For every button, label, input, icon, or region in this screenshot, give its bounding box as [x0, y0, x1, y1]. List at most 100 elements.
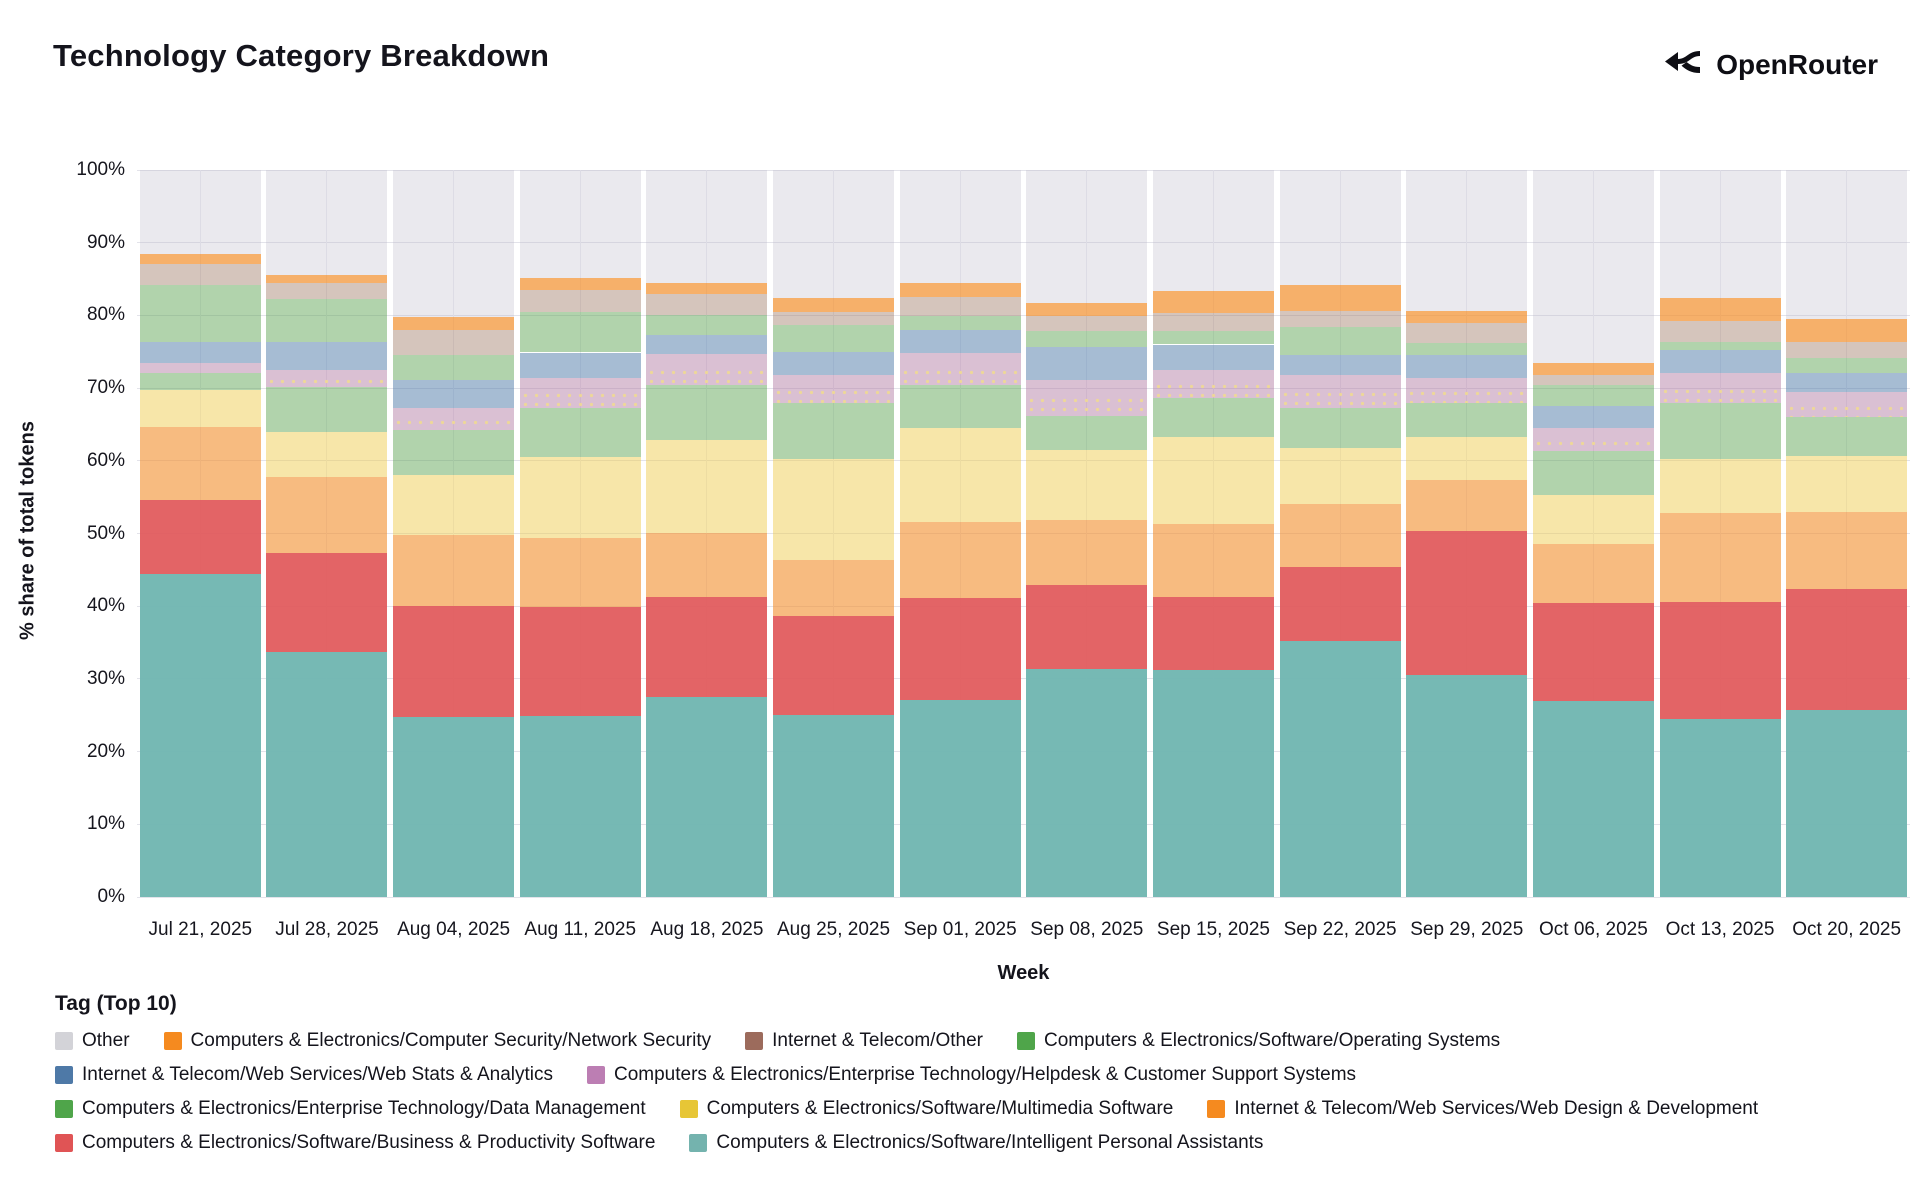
bar-column-Jul-21-2025[interactable]	[139, 170, 261, 897]
bar-segment-netsec[interactable]	[899, 282, 1021, 297]
bar-segment-webstats[interactable]	[519, 352, 641, 378]
brand-logo[interactable]: OpenRouter	[1660, 40, 1878, 89]
bar-column-Jul-28-2025[interactable]	[266, 170, 388, 897]
bar-segment-multimedia[interactable]	[1659, 458, 1781, 514]
bar-segment-multimedia[interactable]	[519, 457, 641, 538]
bar-segment-bizprod[interactable]	[139, 500, 261, 574]
bar-segment-multimedia[interactable]	[1279, 448, 1401, 505]
bar-segment-ipa[interactable]	[1786, 710, 1908, 897]
bar-segment-datamgmt[interactable]	[519, 407, 641, 458]
bar-segment-multimedia[interactable]	[1026, 449, 1148, 521]
bar-segment-datamgmt[interactable]	[1786, 417, 1908, 457]
legend-item-webstats[interactable]: Internet & Telecom/Web Services/Web Stat…	[55, 1064, 553, 1086]
bar-segment-other[interactable]	[646, 170, 768, 283]
bar-segment-datamgmt[interactable]	[646, 385, 768, 440]
bar-segment-os[interactable]	[1406, 343, 1528, 355]
bar-segment-webstats[interactable]	[393, 380, 515, 408]
bar-segment-webdesign[interactable]	[1659, 513, 1781, 602]
bar-segment-multimedia[interactable]	[1786, 456, 1908, 512]
bar-segment-os[interactable]	[393, 354, 515, 381]
bar-segment-datamgmt[interactable]	[393, 429, 515, 475]
bar-segment-helpdesk[interactable]	[646, 353, 768, 386]
bar-segment-webdesign[interactable]	[773, 559, 895, 617]
bar-segment-itother[interactable]	[1532, 375, 1654, 386]
bar-segment-os[interactable]	[773, 324, 895, 352]
bar-segment-webdesign[interactable]	[393, 534, 515, 607]
legend-item-multimedia[interactable]: Computers & Electronics/Software/Multime…	[679, 1098, 1173, 1120]
bar-segment-webdesign[interactable]	[1279, 504, 1401, 567]
bar-segment-multimedia[interactable]	[1532, 494, 1654, 545]
bar-segment-os[interactable]	[899, 316, 1021, 330]
bar-segment-webstats[interactable]	[773, 351, 895, 376]
bar-segment-netsec[interactable]	[1406, 311, 1528, 323]
bar-segment-helpdesk[interactable]	[1406, 377, 1528, 404]
bar-column-Oct-06-2025[interactable]	[1532, 170, 1654, 897]
bar-segment-ipa[interactable]	[1152, 670, 1274, 897]
bar-segment-other[interactable]	[393, 170, 515, 317]
bar-segment-multimedia[interactable]	[899, 428, 1021, 522]
bar-segment-netsec[interactable]	[1659, 297, 1781, 322]
bar-segment-os[interactable]	[266, 299, 388, 342]
bar-column-Sep-08-2025[interactable]	[1026, 170, 1148, 897]
bar-segment-helpdesk[interactable]	[519, 377, 641, 408]
legend-item-os[interactable]: Computers & Electronics/Software/Operati…	[1016, 1030, 1500, 1052]
bar-segment-other[interactable]	[1532, 170, 1654, 364]
bar-segment-webstats[interactable]	[1406, 354, 1528, 378]
bar-segment-other[interactable]	[1026, 170, 1148, 304]
legend-item-ipa[interactable]: Computers & Electronics/Software/Intelli…	[689, 1132, 1263, 1154]
bar-segment-ipa[interactable]	[519, 715, 641, 897]
legend-item-datamgmt[interactable]: Computers & Electronics/Enterprise Techn…	[55, 1098, 646, 1120]
bar-segment-webdesign[interactable]	[646, 532, 768, 597]
bar-column-Aug-25-2025[interactable]	[773, 170, 895, 897]
bar-segment-multimedia[interactable]	[393, 474, 515, 535]
bar-segment-itother[interactable]	[266, 282, 388, 300]
bar-segment-webdesign[interactable]	[519, 537, 641, 607]
bar-segment-bizprod[interactable]	[773, 616, 895, 716]
bar-segment-ipa[interactable]	[773, 715, 895, 897]
bar-segment-multimedia[interactable]	[266, 431, 388, 477]
bar-segment-bizprod[interactable]	[393, 606, 515, 717]
bar-segment-webdesign[interactable]	[1026, 520, 1148, 586]
bar-segment-netsec[interactable]	[1152, 290, 1274, 313]
bar-segment-bizprod[interactable]	[1406, 531, 1528, 676]
bar-segment-datamgmt[interactable]	[1659, 403, 1781, 459]
bar-segment-ipa[interactable]	[139, 573, 261, 897]
bar-segment-webstats[interactable]	[1279, 354, 1401, 376]
bar-segment-other[interactable]	[1279, 170, 1401, 285]
bar-segment-helpdesk[interactable]	[1786, 392, 1908, 418]
bar-segment-netsec[interactable]	[139, 254, 261, 264]
bar-segment-netsec[interactable]	[773, 297, 895, 312]
legend-item-other[interactable]: Other	[55, 1030, 130, 1052]
bar-column-Sep-01-2025[interactable]	[899, 170, 1021, 897]
bar-segment-helpdesk[interactable]	[1026, 380, 1148, 416]
bar-segment-webstats[interactable]	[1532, 406, 1654, 429]
bar-column-Aug-11-2025[interactable]	[519, 170, 641, 897]
bar-segment-ipa[interactable]	[899, 699, 1021, 897]
bar-segment-bizprod[interactable]	[1786, 588, 1908, 711]
bar-segment-os[interactable]	[139, 284, 261, 342]
bar-segment-other[interactable]	[1152, 170, 1274, 291]
bar-segment-itother[interactable]	[646, 293, 768, 315]
bar-segment-datamgmt[interactable]	[1026, 415, 1148, 450]
bar-segment-datamgmt[interactable]	[773, 403, 895, 459]
bar-segment-other[interactable]	[139, 170, 261, 255]
bar-segment-webstats[interactable]	[266, 341, 388, 370]
bar-segment-os[interactable]	[646, 314, 768, 336]
bar-segment-bizprod[interactable]	[1279, 566, 1401, 642]
bar-segment-multimedia[interactable]	[1406, 436, 1528, 480]
legend-item-itother[interactable]: Internet & Telecom/Other	[745, 1030, 983, 1052]
bar-segment-itother[interactable]	[1659, 321, 1781, 342]
bar-segment-netsec[interactable]	[393, 316, 515, 330]
bar-segment-netsec[interactable]	[1532, 363, 1654, 376]
bar-segment-webstats[interactable]	[1659, 349, 1781, 373]
bar-segment-datamgmt[interactable]	[899, 385, 1021, 429]
bar-segment-ipa[interactable]	[1279, 641, 1401, 897]
bar-segment-itother[interactable]	[1406, 322, 1528, 344]
bar-segment-multimedia[interactable]	[773, 458, 895, 560]
bar-segment-helpdesk[interactable]	[393, 407, 515, 430]
bar-segment-datamgmt[interactable]	[1406, 403, 1528, 437]
bar-segment-datamgmt[interactable]	[1532, 451, 1654, 495]
bar-column-Aug-18-2025[interactable]	[646, 170, 768, 897]
bar-column-Aug-04-2025[interactable]	[393, 170, 515, 897]
bar-segment-ipa[interactable]	[646, 697, 768, 897]
